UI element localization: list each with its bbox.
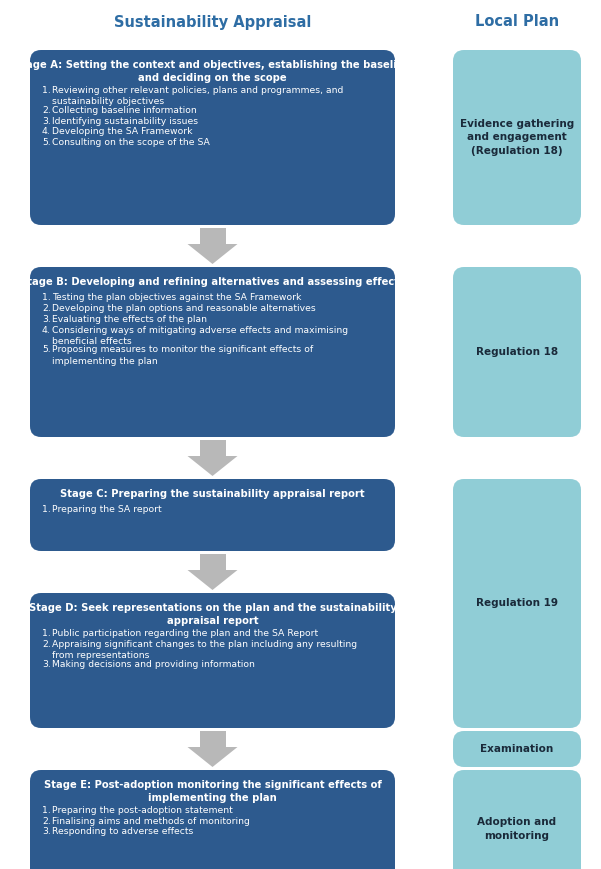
Polygon shape	[200, 228, 225, 244]
Text: Consulting on the scope of the SA: Consulting on the scope of the SA	[52, 138, 210, 147]
Text: Finalising aims and methods of monitoring: Finalising aims and methods of monitorin…	[52, 817, 250, 826]
Text: 5.: 5.	[42, 138, 50, 147]
Polygon shape	[200, 731, 225, 747]
Text: 5.: 5.	[42, 346, 50, 355]
Text: Examination: Examination	[480, 744, 554, 754]
Polygon shape	[200, 554, 225, 570]
Text: Testing the plan objectives against the SA Framework: Testing the plan objectives against the …	[52, 294, 301, 302]
Text: Public participation regarding the plan and the SA Report: Public participation regarding the plan …	[52, 629, 318, 638]
Text: Evaluating the effects of the plan: Evaluating the effects of the plan	[52, 315, 207, 324]
Text: Stage C: Preparing the sustainability appraisal report: Stage C: Preparing the sustainability ap…	[60, 489, 365, 499]
Text: Making decisions and providing information: Making decisions and providing informati…	[52, 660, 255, 668]
Text: 2.: 2.	[42, 640, 50, 648]
FancyBboxPatch shape	[30, 770, 395, 869]
Text: Stage A: Setting the context and objectives, establishing the baseline
and decid: Stage A: Setting the context and objecti…	[14, 60, 411, 83]
Text: Adoption and
monitoring: Adoption and monitoring	[477, 818, 557, 840]
Text: 2.: 2.	[42, 304, 50, 313]
Text: Collecting baseline information: Collecting baseline information	[52, 106, 197, 115]
Text: 3.: 3.	[42, 660, 50, 668]
Text: Stage D: Seek representations on the plan and the sustainability
appraisal repor: Stage D: Seek representations on the pla…	[29, 603, 397, 626]
Text: Local Plan: Local Plan	[475, 15, 559, 30]
Text: 1.: 1.	[42, 294, 50, 302]
FancyBboxPatch shape	[453, 479, 581, 728]
Text: 1.: 1.	[42, 86, 50, 95]
Text: 1.: 1.	[42, 506, 50, 514]
Polygon shape	[188, 570, 237, 590]
Text: Regulation 19: Regulation 19	[476, 599, 558, 608]
FancyBboxPatch shape	[30, 593, 395, 728]
Text: Regulation 18: Regulation 18	[476, 347, 558, 357]
Text: 1.: 1.	[42, 629, 50, 638]
Text: 2.: 2.	[42, 106, 50, 115]
Text: 3.: 3.	[42, 827, 50, 836]
Text: Sustainability Appraisal: Sustainability Appraisal	[114, 15, 311, 30]
Text: Evidence gathering
and engagement
(Regulation 18): Evidence gathering and engagement (Regul…	[460, 119, 574, 156]
Polygon shape	[200, 440, 225, 456]
Text: 3.: 3.	[42, 315, 50, 324]
Text: Reviewing other relevant policies, plans and programmes, and
sustainability obje: Reviewing other relevant policies, plans…	[52, 86, 343, 106]
Text: Developing the SA Framework: Developing the SA Framework	[52, 127, 192, 136]
FancyBboxPatch shape	[30, 479, 395, 551]
Text: Stage E: Post-adoption monitoring the significant effects of
implementing the pl: Stage E: Post-adoption monitoring the si…	[43, 780, 382, 803]
Text: Identifying sustainability issues: Identifying sustainability issues	[52, 116, 198, 126]
Text: Preparing the SA report: Preparing the SA report	[52, 506, 162, 514]
Text: Proposing measures to monitor the significant effects of
implementing the plan: Proposing measures to monitor the signif…	[52, 346, 313, 366]
FancyBboxPatch shape	[30, 50, 395, 225]
Polygon shape	[188, 456, 237, 476]
FancyBboxPatch shape	[453, 267, 581, 437]
FancyBboxPatch shape	[453, 50, 581, 225]
Text: Considering ways of mitigating adverse effects and maximising
beneficial effects: Considering ways of mitigating adverse e…	[52, 326, 348, 346]
Text: 3.: 3.	[42, 116, 50, 126]
Polygon shape	[188, 747, 237, 767]
FancyBboxPatch shape	[453, 731, 581, 767]
Text: Responding to adverse effects: Responding to adverse effects	[52, 827, 194, 836]
Text: 4.: 4.	[42, 127, 50, 136]
Text: 4.: 4.	[42, 326, 50, 335]
Text: 1.: 1.	[42, 806, 50, 815]
FancyBboxPatch shape	[453, 770, 581, 869]
Text: Developing the plan options and reasonable alternatives: Developing the plan options and reasonab…	[52, 304, 316, 313]
Text: Appraising significant changes to the plan including any resulting
from represen: Appraising significant changes to the pl…	[52, 640, 357, 660]
Polygon shape	[188, 244, 237, 264]
Text: 2.: 2.	[42, 817, 50, 826]
Text: Stage B: Developing and refining alternatives and assessing effects: Stage B: Developing and refining alterna…	[20, 277, 405, 287]
Text: Preparing the post-adoption statement: Preparing the post-adoption statement	[52, 806, 233, 815]
FancyBboxPatch shape	[30, 267, 395, 437]
